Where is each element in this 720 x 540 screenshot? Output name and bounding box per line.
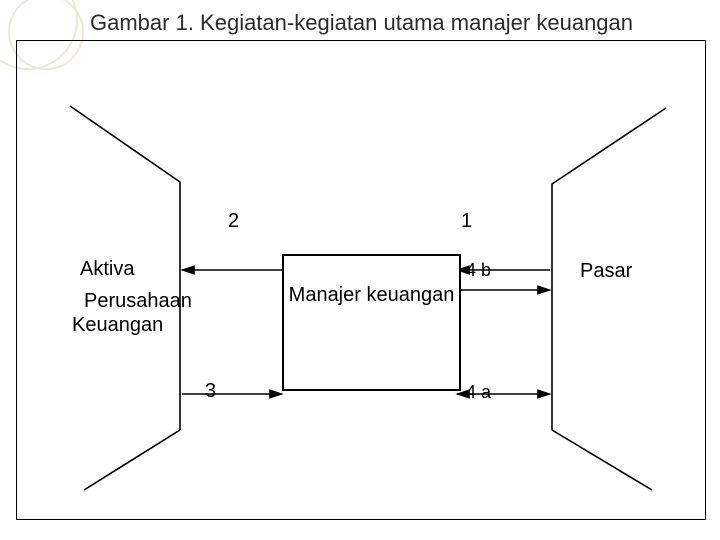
- diagram-canvas: Gambar 1. Kegiatan-kegiatan utama manaje…: [0, 0, 720, 540]
- label-4b: 4 b: [466, 260, 491, 281]
- label-2: 2: [228, 210, 239, 233]
- label-perusahaan: Perusahaan: [84, 290, 192, 313]
- label-aktiva: Aktiva: [80, 258, 134, 281]
- label-keuangan: Keuangan: [72, 314, 163, 337]
- manager-box: Manajer keuangan: [282, 254, 461, 391]
- label-3: 3: [205, 380, 216, 403]
- label-pasar: Pasar: [580, 260, 632, 283]
- manager-box-label: Manajer keuangan: [289, 284, 455, 307]
- label-4a: 4 a: [466, 382, 491, 403]
- label-1: 1: [461, 210, 472, 233]
- figure-title: Gambar 1. Kegiatan-kegiatan utama manaje…: [90, 10, 633, 36]
